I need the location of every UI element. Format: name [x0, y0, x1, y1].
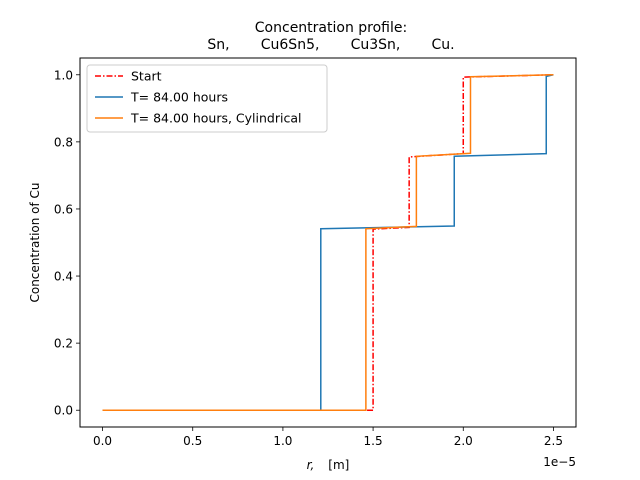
legend-label-t84-cyl: T= 84.00 hours, Cylindrical — [130, 111, 301, 126]
plot-frame — [79, 57, 577, 428]
series-line-1 — [102, 74, 554, 411]
legend: Start T= 84.00 hours T= 84.00 hours, Cyl… — [86, 64, 328, 133]
x-tick-label: 0.0 — [93, 434, 112, 448]
x-tick-label: 2.5 — [544, 434, 563, 448]
y-tick-label: 0.8 — [54, 135, 73, 149]
legend-label-start: Start — [131, 69, 162, 84]
x-tick-label: 1.5 — [364, 434, 383, 448]
legend-label-t84: T= 84.00 hours — [130, 90, 228, 105]
y-tick-label: 0.4 — [54, 270, 73, 284]
x-axis-label: r, [m] — [307, 458, 350, 472]
series-line-2 — [102, 74, 554, 411]
series-layer — [102, 74, 554, 411]
y-tick-label: 0.0 — [54, 404, 73, 418]
y-tick-label: 0.6 — [54, 202, 73, 216]
x-axis-label-unit: [m] — [328, 458, 349, 472]
chart-title-line2: Sn, Cu6Sn5, Cu3Sn, Cu. — [207, 37, 454, 53]
chart-title-line1: Concentration profile: — [255, 20, 407, 36]
x-tick-label: 2.0 — [454, 434, 473, 448]
x-tick-label: 0.5 — [183, 434, 202, 448]
legend-box — [86, 64, 328, 133]
y-tick-label: 1.0 — [54, 68, 73, 82]
x-tick-label: 1.0 — [273, 434, 292, 448]
x-offset-label: 1e−5 — [543, 455, 576, 469]
x-axis-label-var: r, — [307, 458, 315, 472]
x-axis-ticks: 0.0 0.5 1.0 1.5 2.0 2.5 — [93, 427, 563, 448]
y-axis-label: Concentration of Cu — [28, 182, 42, 302]
y-tick-label: 0.2 — [54, 337, 73, 351]
y-axis-ticks: 0.0 0.2 0.4 0.6 0.8 1.0 — [54, 68, 80, 418]
series-line-0 — [102, 74, 554, 411]
